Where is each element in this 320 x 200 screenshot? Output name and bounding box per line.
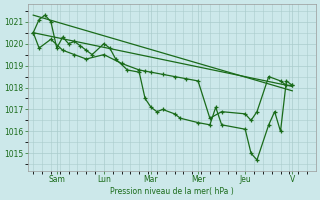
X-axis label: Pression niveau de la mer( hPa ): Pression niveau de la mer( hPa ) <box>110 187 234 196</box>
